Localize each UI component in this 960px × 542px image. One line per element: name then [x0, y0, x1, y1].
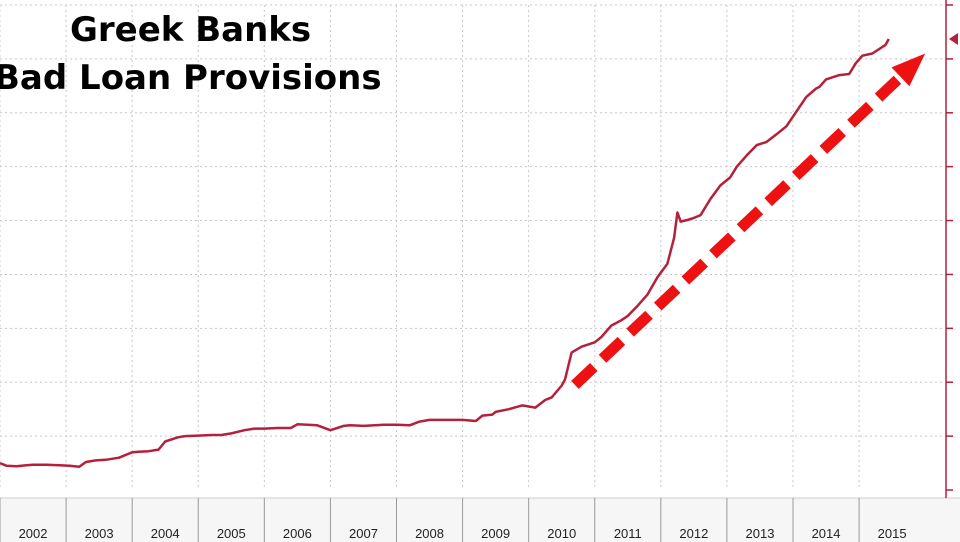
- x-tick-label: 2002: [19, 526, 48, 541]
- series-lines: [0, 38, 890, 469]
- y-axis: [945, 0, 958, 498]
- x-axis-band: [0, 498, 960, 542]
- trend-arrow-head: [891, 53, 926, 87]
- x-tick-label: 2010: [547, 526, 576, 541]
- x-tick-label: 2012: [679, 526, 708, 541]
- x-tick-label: 2011: [614, 526, 642, 541]
- grid-lines: [0, 4, 945, 490]
- x-tick-label: 2009: [481, 526, 510, 541]
- x-tick-label: 2015: [878, 526, 907, 541]
- x-tick-label: 2008: [415, 526, 444, 541]
- x-tick-label: 2007: [349, 526, 378, 541]
- x-tick-label: 2014: [812, 526, 841, 541]
- x-tick-label: 2004: [151, 526, 180, 541]
- chart-title-line-1: Greek Banks: [70, 10, 312, 50]
- trend-arrow-shaft: [571, 72, 905, 389]
- x-tick-label: 2003: [85, 526, 114, 541]
- x-tick-label: 2005: [217, 526, 246, 541]
- series-line: [0, 38, 890, 469]
- x-axis-ticks: 2002 2003 2004 2005 2006 2007 2008 2009 2010 2011…: [0, 497, 960, 542]
- x-tick-label: 2013: [746, 526, 775, 541]
- trend-arrow: [571, 53, 926, 389]
- chart-title-line-2: Bad Loan Provisions: [0, 58, 382, 98]
- last-value-marker: [949, 32, 958, 45]
- x-tick-label: 2006: [283, 526, 312, 541]
